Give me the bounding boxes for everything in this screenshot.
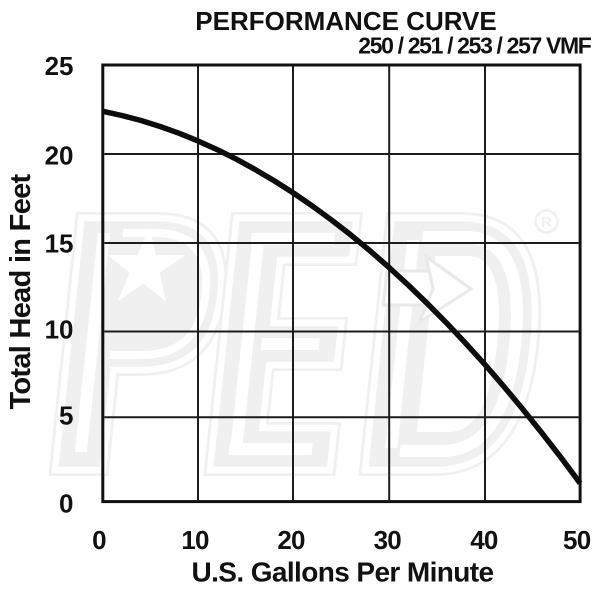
svg-text:5: 5 [59, 401, 73, 431]
svg-text:10: 10 [181, 525, 209, 555]
svg-text:25: 25 [45, 51, 74, 81]
svg-text:250 / 251 / 253 / 257 VMF: 250 / 251 / 253 / 257 VMF [358, 32, 591, 58]
svg-text:Total Head in Feet: Total Head in Feet [5, 173, 37, 409]
svg-text:15: 15 [45, 228, 74, 258]
svg-text:20: 20 [277, 525, 305, 555]
svg-text:PERFORMANCE CURVE: PERFORMANCE CURVE [195, 6, 496, 36]
svg-text:20: 20 [45, 141, 74, 171]
svg-text:0: 0 [59, 489, 73, 519]
svg-text:0: 0 [92, 525, 106, 555]
svg-text:50: 50 [563, 525, 591, 555]
svg-text:30: 30 [374, 525, 402, 555]
svg-text:40: 40 [470, 525, 498, 555]
svg-text:10: 10 [45, 315, 74, 345]
svg-text:R: R [541, 214, 552, 231]
svg-text:U.S. Gallons Per Minute: U.S. Gallons Per Minute [191, 557, 493, 588]
